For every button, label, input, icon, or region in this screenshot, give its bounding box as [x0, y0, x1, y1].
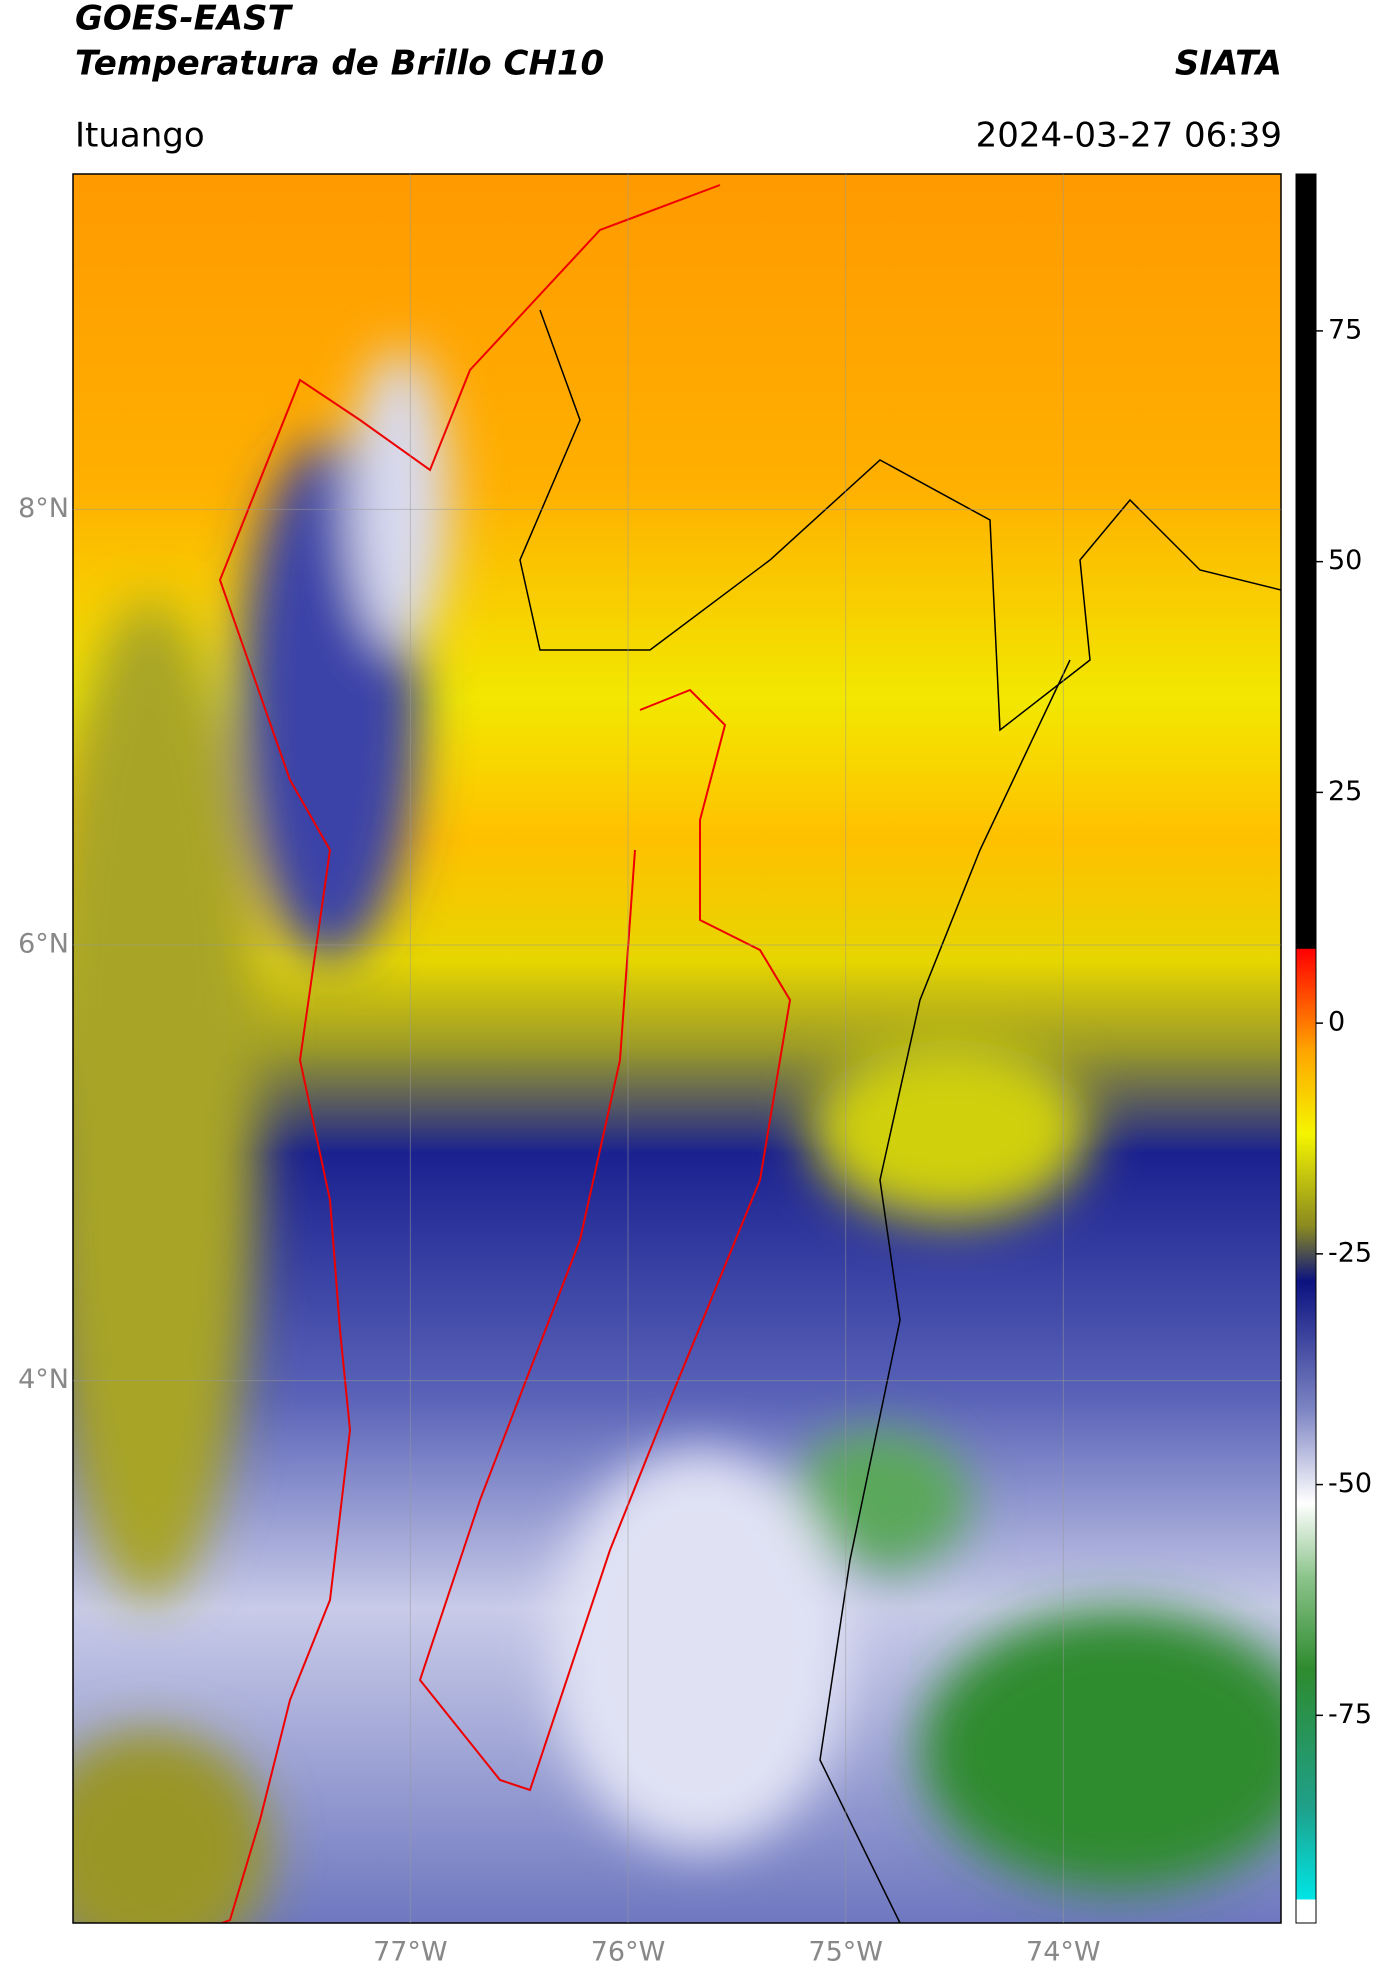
org: SIATA — [1175, 44, 1282, 84]
x-tick-label: 77°W — [373, 1937, 448, 1968]
colorbar-tick-label: -50 — [1328, 1468, 1372, 1499]
x-tick-label: 76°W — [591, 1937, 666, 1968]
x-tick-label: 75°W — [808, 1937, 883, 1968]
colorbar — [1295, 173, 1317, 1924]
colorbar-tick-label: 50 — [1328, 545, 1362, 576]
y-tick-label: 4°N — [18, 1364, 69, 1395]
datetime: 2024-03-27 06:39 — [976, 116, 1282, 156]
colorbar-tick-label: 25 — [1328, 776, 1362, 807]
title-line2: Temperatura de Brillo CH10 — [75, 44, 604, 84]
y-tick-label: 8°N — [18, 493, 69, 524]
colorbar-tick-label: 0 — [1328, 1007, 1345, 1038]
location: Ituango — [75, 116, 205, 156]
map-frame — [72, 173, 1282, 1924]
colorbar-tick-label: -75 — [1328, 1699, 1372, 1730]
satellite-image — [73, 174, 1281, 1923]
y-tick-label: 6°N — [18, 929, 69, 960]
colorbar-tick-label: 75 — [1328, 314, 1362, 345]
title-line1: GOES-EAST — [75, 0, 294, 39]
x-tick-label: 74°W — [1026, 1937, 1101, 1968]
colorbar-tick-label: -25 — [1328, 1237, 1372, 1268]
